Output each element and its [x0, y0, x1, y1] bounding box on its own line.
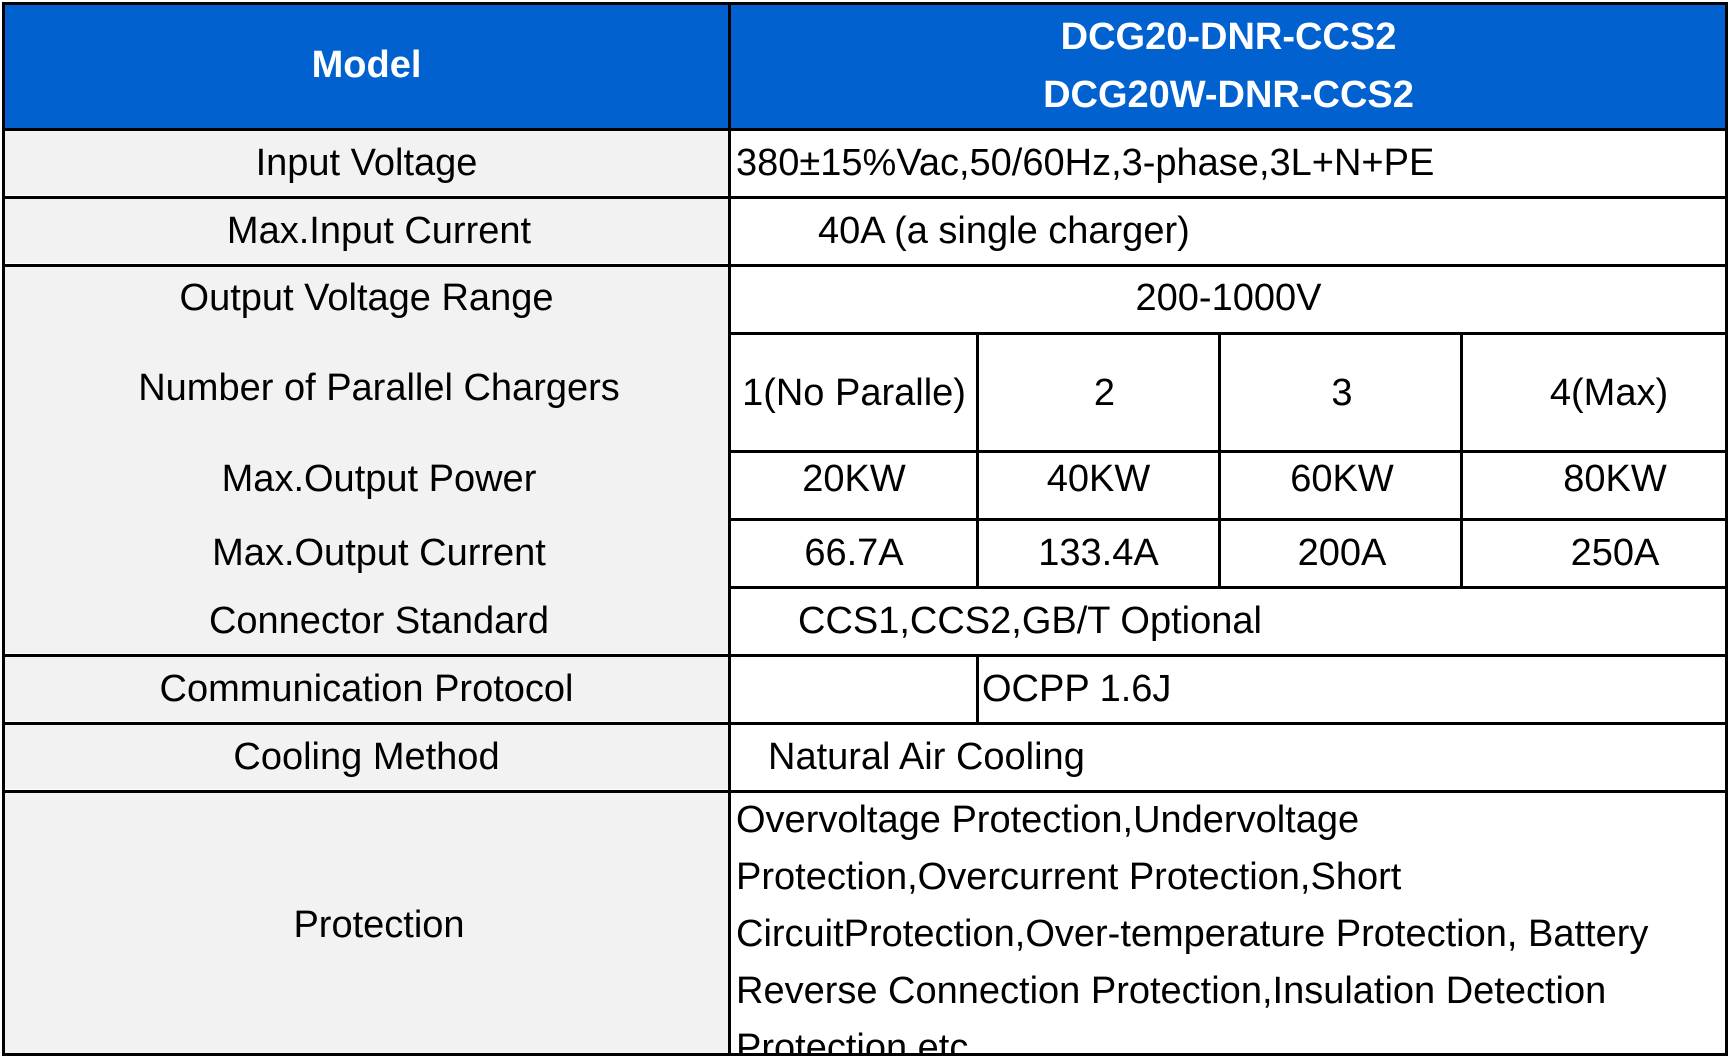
model-names-cell: DCG20-DNR-CCS2 DCG20W-DNR-CCS2 — [731, 4, 1726, 128]
grid-line — [2, 722, 1728, 725]
model-label-text: Model — [311, 44, 422, 87]
model-header-label: Model — [4, 4, 729, 128]
grid-line — [976, 654, 979, 725]
label-bg-protection — [4, 793, 729, 1055]
protection-line-4: Reverse Connection Protection,Insulation… — [736, 970, 1607, 1012]
label-bg-max-input-current — [4, 199, 729, 263]
parallel-chargers-1: 1(No Paralle) — [742, 372, 966, 415]
grid-line — [2, 654, 1728, 657]
max-output-power-4: 80KW — [1563, 458, 1667, 501]
protection-line-3: CircuitProtection,Over-temperature Prote… — [736, 913, 1649, 955]
label-bg-input-voltage — [4, 131, 729, 195]
grid-line — [728, 332, 1728, 335]
grid-line — [728, 518, 1728, 521]
cooling-method-value: Natural Air Cooling — [768, 736, 1085, 779]
max-output-power-1: 20KW — [802, 458, 906, 501]
max-output-current-label: Max.Output Current — [212, 532, 546, 575]
grid-line — [2, 2, 1728, 5]
grid-line — [2, 1053, 1728, 1056]
parallel-chargers-4: 4(Max) — [1549, 372, 1669, 415]
max-input-current-value: 40A (a single charger) — [818, 210, 1190, 253]
output-voltage-range-label: Output Voltage Range — [179, 277, 554, 320]
model-name-2: DCG20W-DNR-CCS2 — [1043, 74, 1414, 116]
protection-line-5: Protection,etc. — [736, 1027, 979, 1055]
grid-line — [1218, 332, 1221, 589]
max-output-current-2: 133.4A — [1038, 532, 1159, 575]
connector-standard-label: Connector Standard — [208, 600, 550, 643]
grid-line — [728, 450, 1728, 453]
cooling-method-label: Cooling Method — [233, 736, 500, 779]
communication-protocol-label: Communication Protocol — [159, 668, 574, 711]
grid-line — [2, 264, 1728, 267]
grid-line — [2, 2, 5, 1056]
output-voltage-range-value: 200-1000V — [1135, 277, 1322, 320]
max-output-power-label: Max.Output Power — [221, 458, 537, 501]
input-voltage-value: 380±15%Vac,50/60Hz,3-phase,3L+N+PE — [736, 142, 1435, 185]
grid-line — [2, 790, 1728, 793]
model-name-1: DCG20-DNR-CCS2 — [1060, 16, 1397, 58]
grid-line — [1460, 332, 1463, 589]
grid-line — [2, 128, 1728, 131]
label-bg-cooling — [4, 725, 729, 789]
grid-line — [728, 2, 731, 1056]
parallel-chargers-2: 2 — [1093, 372, 1116, 415]
parallel-chargers-3: 3 — [1331, 372, 1353, 415]
grid-line — [1725, 2, 1728, 1056]
protection-line-2: Protection,Overcurrent Protection,Short — [736, 856, 1402, 898]
max-output-power-2: 40KW — [1046, 458, 1151, 501]
max-input-current-label: Max.Input Current — [226, 210, 532, 253]
max-output-current-1: 66.7A — [804, 532, 904, 575]
max-output-power-3: 60KW — [1290, 458, 1394, 501]
max-output-current-3: 200A — [1297, 532, 1387, 575]
grid-line — [976, 332, 979, 589]
protection-line-1: Overvoltage Protection,Undervoltage — [736, 799, 1360, 841]
grid-line — [2, 196, 1728, 199]
protection-value: Overvoltage Protection,Undervoltage Prot… — [736, 792, 1726, 1055]
connector-standard-value: CCS1,CCS2,GB/T Optional — [798, 600, 1262, 643]
label-bg-output-block — [4, 267, 729, 653]
protection-label: Protection — [293, 904, 465, 947]
input-voltage-label: Input Voltage — [255, 142, 478, 185]
parallel-chargers-label: Number of Parallel Chargers — [138, 367, 620, 410]
communication-protocol-value: OCPP 1.6J — [982, 668, 1172, 711]
label-bg-communication — [4, 657, 729, 721]
max-output-current-4: 250A — [1570, 532, 1660, 575]
grid-line — [728, 586, 1728, 589]
